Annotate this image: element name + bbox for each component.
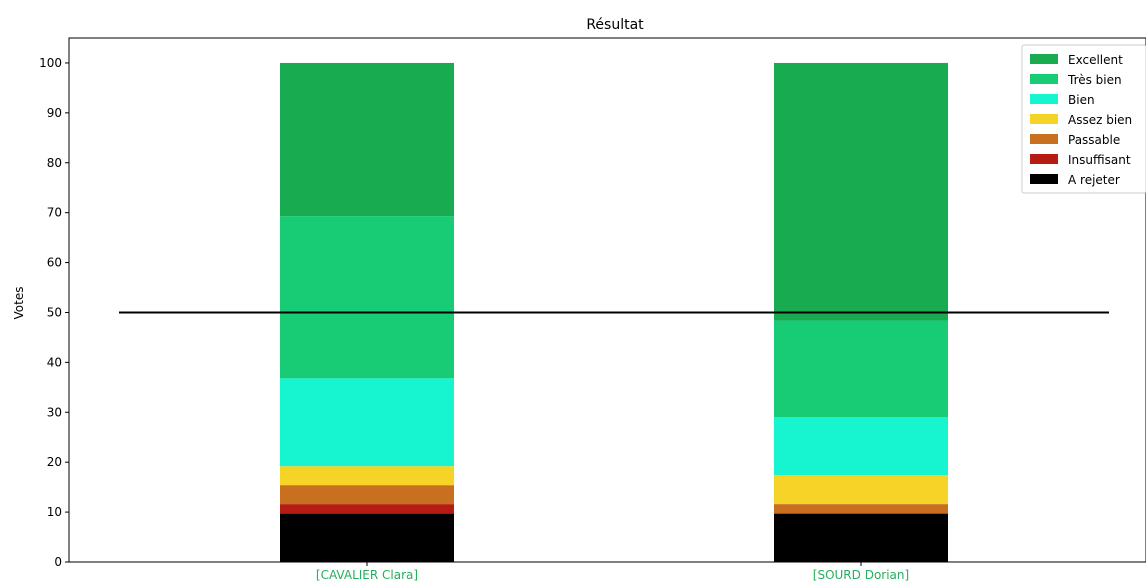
y-tick-label: 20 (47, 455, 62, 469)
legend-label: Bien (1068, 93, 1095, 107)
bar-segment-insuffisant (280, 504, 454, 514)
legend-label: Passable (1068, 133, 1120, 147)
y-tick-label: 60 (47, 256, 62, 270)
chart-title: Résultat (586, 17, 644, 33)
plot-area: 0 10 20 30 40 50 60 70 80 90 100 [CAVALIER Clara] [S… (39, 37, 1146, 582)
y-axis-label: Votes (12, 287, 26, 320)
bar-segment-bien (774, 417, 948, 476)
bar-segment-a-rejeter (280, 513, 454, 562)
y-tick-label: 100 (39, 56, 62, 70)
bar-segment-très-bien (774, 320, 948, 418)
bar-segment-très-bien (280, 216, 454, 379)
bar-segment-assez-bien (280, 466, 454, 486)
x-category-label: [CAVALIER Clara] (316, 568, 418, 582)
legend-label: Assez bien (1068, 113, 1132, 127)
y-tick-label: 50 (47, 305, 62, 319)
y-tick-label: 80 (47, 156, 62, 170)
legend-label: A rejeter (1068, 173, 1120, 187)
legend-label: Insuffisant (1068, 153, 1131, 167)
y-tick-label: 70 (47, 206, 62, 220)
legend-swatch (1030, 114, 1058, 124)
legend-swatch (1030, 74, 1058, 84)
bar-segment-passable (280, 485, 454, 505)
legend-swatch (1030, 154, 1058, 164)
legend-label: Très bien (1067, 73, 1122, 87)
legend-swatch (1030, 174, 1058, 184)
y-tick-label: 30 (47, 405, 62, 419)
plot-frame (68, 37, 1146, 563)
y-tick-label: 0 (54, 555, 62, 569)
bar-segment-excellent (280, 62, 454, 217)
bar-segment-a-rejeter (774, 513, 948, 562)
legend-swatch (1030, 54, 1058, 64)
legend-swatch (1030, 134, 1058, 144)
legend-label: Excellent (1068, 53, 1123, 67)
legend: Excellent Très bien Bien Assez bien Passable… (1021, 44, 1146, 194)
bar-segment-excellent (774, 62, 948, 321)
bar-segment-bien (280, 378, 454, 467)
bar-segment-assez-bien (774, 475, 948, 505)
legend-swatch (1030, 94, 1058, 104)
bar-segment-passable (774, 504, 948, 514)
y-tick-label: 90 (47, 106, 62, 120)
x-category-label: [SOURD Dorian] (813, 568, 909, 582)
y-tick-label: 40 (47, 355, 62, 369)
y-tick-label: 10 (47, 505, 62, 519)
